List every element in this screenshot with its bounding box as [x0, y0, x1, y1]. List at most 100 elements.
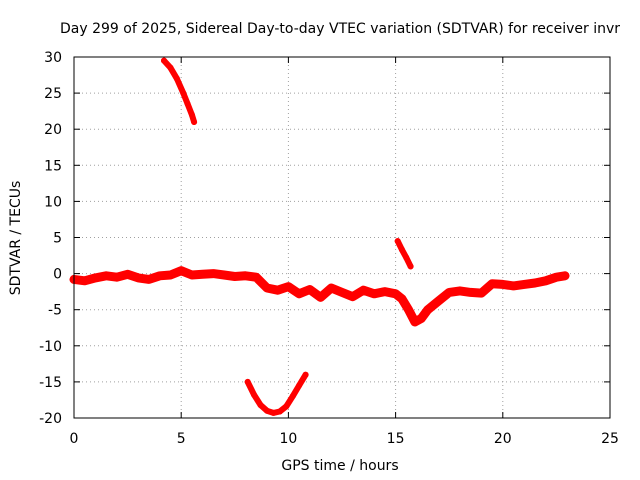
data-point	[394, 238, 401, 245]
data-point	[456, 287, 463, 294]
data-point	[532, 280, 538, 286]
data-point	[306, 286, 313, 293]
data-point	[489, 280, 496, 287]
data-point	[244, 378, 251, 385]
data-point	[403, 254, 410, 261]
data-series	[69, 57, 570, 416]
data-point	[435, 298, 442, 304]
data-point	[478, 290, 485, 297]
data-point	[553, 274, 560, 281]
data-point	[296, 382, 303, 389]
data-point	[210, 270, 217, 277]
data-point	[371, 290, 378, 297]
x-tick-label: 25	[601, 431, 619, 447]
x-axis-label: GPS time / hours	[281, 458, 398, 474]
y-tick-label: -5	[48, 303, 62, 319]
data-point	[407, 263, 414, 270]
data-point	[276, 408, 283, 415]
data-point	[264, 285, 270, 291]
data-point	[418, 315, 425, 322]
data-point	[264, 407, 270, 414]
data-point	[242, 272, 249, 279]
x-tick-label: 5	[177, 431, 186, 447]
data-point	[161, 57, 167, 64]
y-axis-label: SDTVAR / TECUs	[8, 181, 24, 296]
data-point	[399, 295, 405, 302]
y-tick-label: -15	[39, 375, 62, 391]
data-point	[349, 293, 356, 300]
data-point	[103, 272, 110, 279]
x-tick-label: 10	[279, 431, 297, 447]
data-point	[296, 290, 303, 297]
y-tick-label: -10	[39, 339, 62, 355]
y-tick-label: 0	[53, 267, 62, 283]
data-point	[510, 282, 517, 289]
data-point	[231, 273, 238, 280]
data-point	[317, 294, 324, 301]
data-point	[562, 272, 568, 279]
data-point	[113, 274, 120, 281]
data-point	[124, 271, 131, 278]
data-point	[399, 246, 405, 253]
data-point	[146, 276, 152, 283]
data-point	[135, 274, 142, 281]
data-point	[92, 274, 99, 281]
data-point	[251, 391, 258, 398]
data-point	[178, 267, 185, 274]
data-point	[188, 111, 195, 118]
data-point	[289, 393, 296, 400]
data-point	[253, 274, 260, 281]
data-point	[180, 90, 187, 97]
series-arc-top	[161, 57, 198, 125]
data-point	[167, 272, 174, 278]
data-point	[191, 119, 198, 125]
data-point	[184, 100, 191, 107]
series-line	[244, 371, 309, 416]
y-tick-label: 15	[44, 158, 62, 174]
series-main-band	[69, 266, 570, 327]
data-point	[188, 272, 195, 278]
data-point	[199, 271, 206, 278]
data-point	[392, 290, 399, 297]
y-tick-label: 25	[44, 86, 62, 102]
x-tick-label: 15	[387, 431, 405, 447]
data-point	[283, 403, 290, 410]
data-point	[360, 287, 367, 294]
tick-labels: 0 5 10 15 20 25 -20 -15 -10 -5 0 5 10 15 20 25 30	[39, 50, 619, 447]
y-tick-label: 5	[53, 231, 62, 247]
series-line	[394, 238, 414, 270]
data-point	[411, 319, 418, 325]
y-tick-label: 30	[44, 50, 62, 66]
y-tick-label: 20	[44, 122, 62, 138]
data-point	[521, 281, 528, 288]
grid-lines	[74, 57, 610, 418]
series-arc-bottom	[244, 371, 309, 416]
data-point	[270, 409, 277, 416]
data-point	[542, 277, 549, 284]
data-point	[499, 281, 506, 288]
data-point	[221, 272, 228, 278]
data-point	[405, 306, 412, 313]
data-point	[328, 285, 335, 291]
data-point	[173, 75, 180, 82]
data-point	[339, 289, 345, 296]
x-tick-label: 20	[494, 431, 512, 447]
x-tick-label: 0	[70, 431, 79, 447]
y-tick-label: -20	[39, 411, 62, 427]
data-point	[446, 289, 453, 296]
data-point	[257, 402, 264, 408]
chart-title: Day 299 of 2025, Sidereal Day-to-day VTE…	[60, 21, 620, 37]
data-point	[381, 288, 388, 295]
tick-marks	[73, 56, 611, 419]
data-point	[467, 289, 474, 296]
data-point	[81, 277, 88, 284]
data-point	[302, 371, 309, 378]
data-point	[274, 287, 281, 294]
y-tick-label: 10	[44, 194, 62, 210]
data-point	[167, 64, 174, 71]
data-point	[424, 306, 431, 313]
data-point	[156, 272, 163, 279]
data-point	[285, 283, 292, 290]
series-arc-small	[394, 238, 414, 270]
